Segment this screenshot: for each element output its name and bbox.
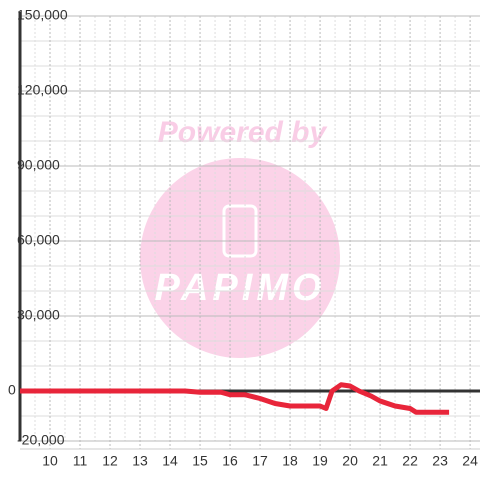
x-tick-label: 24 (462, 453, 478, 469)
x-tick-label: 18 (282, 453, 298, 469)
y-tick-label: 120,000 (17, 82, 68, 98)
y-tick-label: 90,000 (17, 157, 60, 173)
x-tick-label: 16 (222, 453, 238, 469)
y-tick-label: -20,000 (17, 432, 65, 448)
x-tick-label: 11 (73, 453, 88, 469)
x-tick-label: 14 (162, 453, 178, 469)
x-tick-label: 17 (252, 453, 268, 469)
y-tick-label: 60,000 (17, 232, 60, 248)
x-tick-label: 21 (372, 453, 388, 469)
x-tick-label: 23 (432, 453, 448, 469)
watermark-logo: PAPIMO (154, 267, 325, 309)
x-tick-label: 22 (402, 453, 418, 469)
watermark-text: Powered by (158, 116, 328, 149)
x-tick-label: 19 (312, 453, 328, 469)
x-tick-label: 10 (42, 453, 58, 469)
x-tick-label: 12 (102, 453, 118, 469)
y-tick-label: 150,000 (17, 7, 68, 23)
x-tick-label: 13 (132, 453, 148, 469)
y-tick-label: 0 (8, 382, 16, 398)
y-tick-label: 30,000 (17, 307, 60, 323)
x-tick-label: 15 (192, 453, 208, 469)
data-line (20, 382, 450, 415)
watermark-icon (222, 204, 258, 258)
x-tick-label: 20 (342, 453, 358, 469)
